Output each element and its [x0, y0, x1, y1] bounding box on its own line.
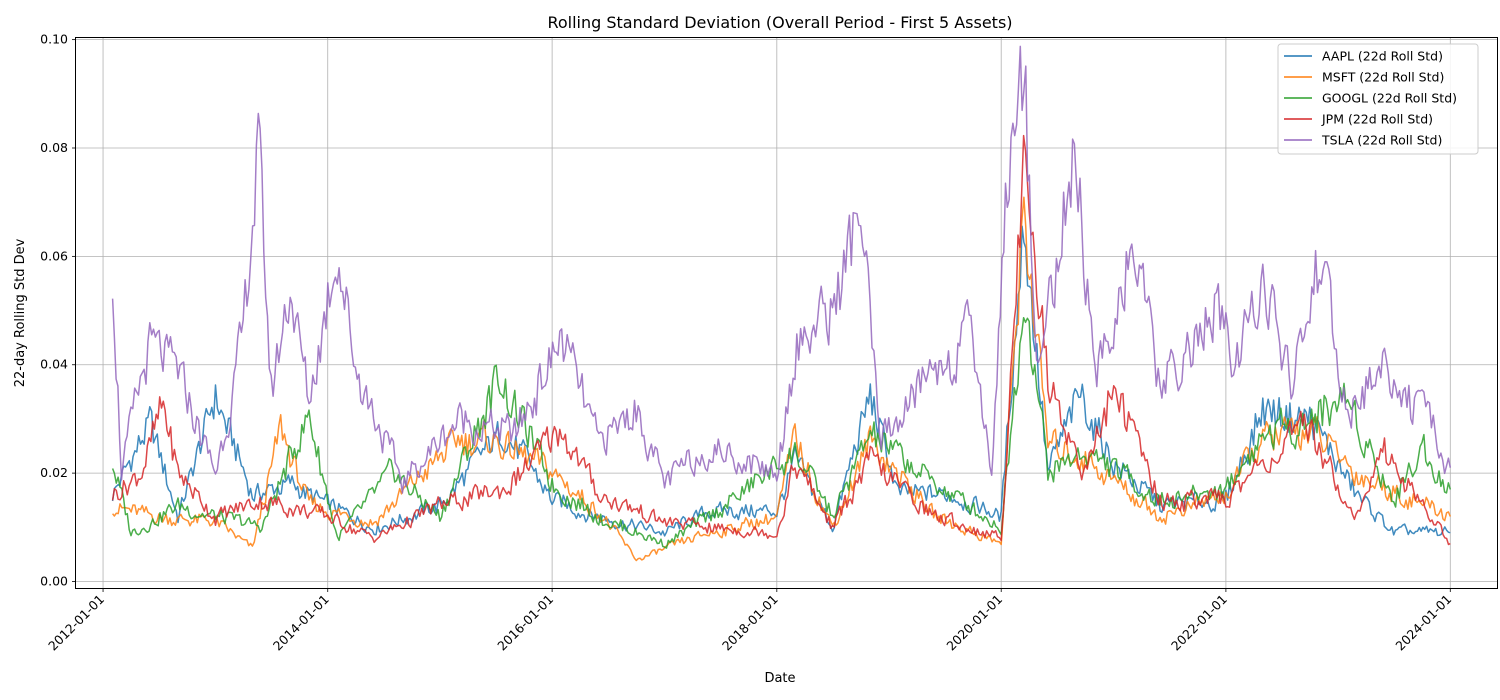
legend-box	[1277, 43, 1479, 155]
x-tick-label: 2024-01-01	[1392, 592, 1454, 654]
legend-label: GOOGL (22d Roll Std)	[1322, 91, 1457, 106]
series-line	[112, 196, 1451, 562]
x-tick-label: 2014-01-01	[270, 592, 332, 654]
x-tick-label: 2020-01-01	[943, 592, 1005, 654]
y-tick-label: 0.00	[40, 573, 68, 588]
x-axis-ticks: 2012-01-01 2014-01-01 2016-01-01 2018-01-01…	[45, 588, 1454, 653]
chart-title: Rolling Standard Deviation (Overall Peri…	[547, 13, 1012, 32]
series-line	[111, 134, 1451, 546]
plot-frame	[75, 37, 1498, 589]
y-tick-label: 0.04	[40, 357, 68, 372]
y-tick-label: 0.02	[40, 465, 68, 480]
x-tick-label: 2018-01-01	[719, 592, 781, 654]
y-tick-label: 0.06	[40, 248, 68, 263]
series-line	[111, 225, 1451, 537]
x-tick-label: 2022-01-01	[1168, 592, 1230, 654]
y-tick-label: 0.08	[40, 140, 68, 155]
legend-label: AAPL (22d Roll Std)	[1322, 49, 1443, 64]
x-axis-label: Date	[764, 671, 795, 686]
legend-label: TSLA (22d Roll Std)	[1321, 133, 1442, 148]
x-tick-label: 2016-01-01	[494, 592, 556, 654]
legend: AAPL (22d Roll Std) MSFT (22d Roll Std) GO…	[1277, 43, 1479, 155]
legend-label: MSFT (22d Roll Std)	[1322, 70, 1444, 85]
y-axis-ticks: 0.00 0.02 0.04 0.06 0.08 0.10	[40, 32, 76, 588]
series-line	[111, 316, 1452, 549]
series-lines	[111, 45, 1452, 562]
series-line	[111, 45, 1452, 494]
y-tick-label: 0.10	[40, 32, 68, 47]
y-axis-label: 22-day Rolling Std Dev	[13, 238, 28, 387]
x-tick-label: 2012-01-01	[45, 592, 107, 654]
legend-label: JPM (22d Roll Std)	[1321, 112, 1433, 127]
